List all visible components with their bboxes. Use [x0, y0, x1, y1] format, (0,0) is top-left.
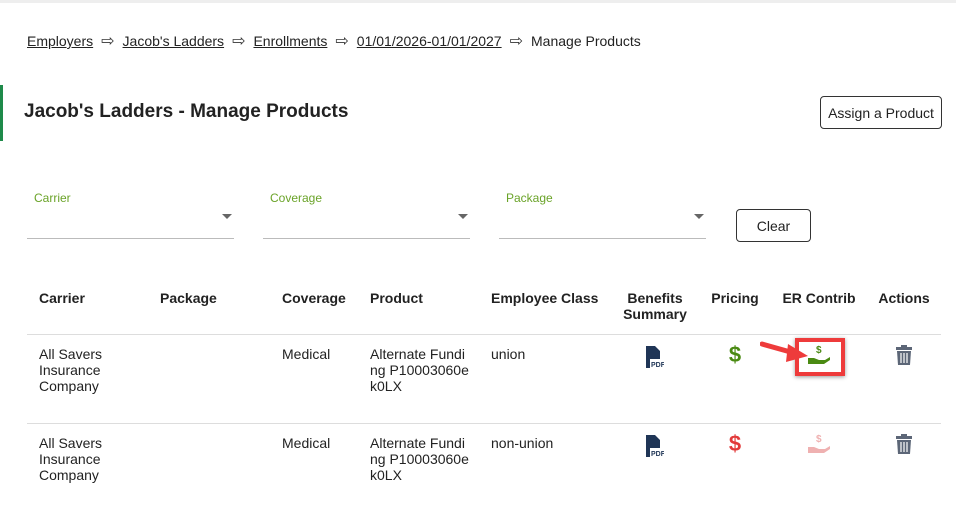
breadcrumb-employers[interactable]: Employers	[27, 33, 94, 49]
breadcrumb-current: Manage Products	[531, 33, 641, 49]
svg-text:PDF: PDF	[651, 362, 664, 368]
arrow-right-icon: ⇨	[101, 33, 115, 50]
package-filter-label: Package	[506, 191, 553, 205]
assign-product-button[interactable]: Assign a Product	[820, 96, 942, 129]
pricing-dollar-icon[interactable]: $	[728, 431, 742, 456]
svg-text:PDF: PDF	[651, 451, 664, 457]
page-title: Jacob's Ladders - Manage Products	[24, 101, 349, 122]
carrier-filter[interactable]: Carrier	[27, 187, 234, 239]
header-er-contrib: ER Contrib	[782, 290, 856, 306]
svg-text:$: $	[816, 345, 822, 356]
cell-carrier: All Savers Insurance Company	[39, 435, 103, 483]
svg-text:$: $	[816, 434, 822, 445]
breadcrumb-employer[interactable]: Jacob's Ladders	[122, 33, 225, 49]
coverage-filter-label: Coverage	[270, 191, 323, 205]
cell-employee-class: union	[491, 346, 526, 362]
table-row: All Savers Insurance Company Medical Alt…	[0, 334, 956, 423]
chevron-down-icon	[694, 214, 704, 219]
arrow-right-icon: ⇨	[509, 33, 524, 50]
trash-icon[interactable]	[896, 434, 912, 454]
header-actions: Actions	[878, 290, 930, 306]
package-filter[interactable]: Package	[499, 187, 706, 239]
title-accent-bar	[0, 85, 3, 141]
trash-icon[interactable]	[896, 345, 912, 365]
cell-carrier: All Savers Insurance Company	[39, 346, 103, 394]
breadcrumb: Employers ⇨ Jacob's Ladders ⇨ Enrollment…	[27, 31, 641, 51]
breadcrumb-enrollment-period[interactable]: 01/01/2026-01/01/2027	[356, 33, 502, 49]
header-carrier: Carrier	[39, 290, 85, 306]
coverage-filter[interactable]: Coverage	[263, 187, 470, 239]
table-row: All Savers Insurance Company Medical Alt…	[0, 423, 956, 505]
er-contrib-hand-dollar-icon[interactable]: $	[807, 433, 831, 455]
cell-employee-class: non-union	[491, 435, 554, 451]
chevron-down-icon	[222, 214, 232, 219]
cell-coverage: Medical	[282, 435, 331, 451]
cell-coverage: Medical	[282, 346, 331, 362]
header-benefits-summary: Benefits Summary	[623, 290, 687, 322]
clear-filters-button[interactable]: Clear	[736, 209, 811, 242]
chevron-down-icon	[458, 214, 468, 219]
annotation-arrow-icon	[760, 341, 808, 362]
header-employee-class: Employee Class	[491, 290, 599, 306]
carrier-filter-label: Carrier	[34, 191, 71, 205]
header-product: Product	[370, 290, 423, 306]
pricing-dollar-icon[interactable]: $	[728, 342, 742, 367]
header-coverage: Coverage	[282, 290, 346, 306]
header-package: Package	[160, 290, 217, 306]
pdf-icon[interactable]: PDF	[644, 435, 664, 457]
breadcrumb-enrollments[interactable]: Enrollments	[253, 33, 328, 49]
pdf-icon[interactable]: PDF	[644, 346, 664, 368]
cell-product: Alternate Funding P10003060ek0LX	[370, 346, 469, 394]
arrow-right-icon: ⇨	[232, 33, 246, 50]
er-contrib-hand-dollar-icon[interactable]: $	[807, 344, 831, 366]
header-pricing: Pricing	[711, 290, 759, 306]
arrow-right-icon: ⇨	[335, 33, 349, 50]
cell-product: Alternate Funding P10003060ek0LX	[370, 435, 469, 483]
